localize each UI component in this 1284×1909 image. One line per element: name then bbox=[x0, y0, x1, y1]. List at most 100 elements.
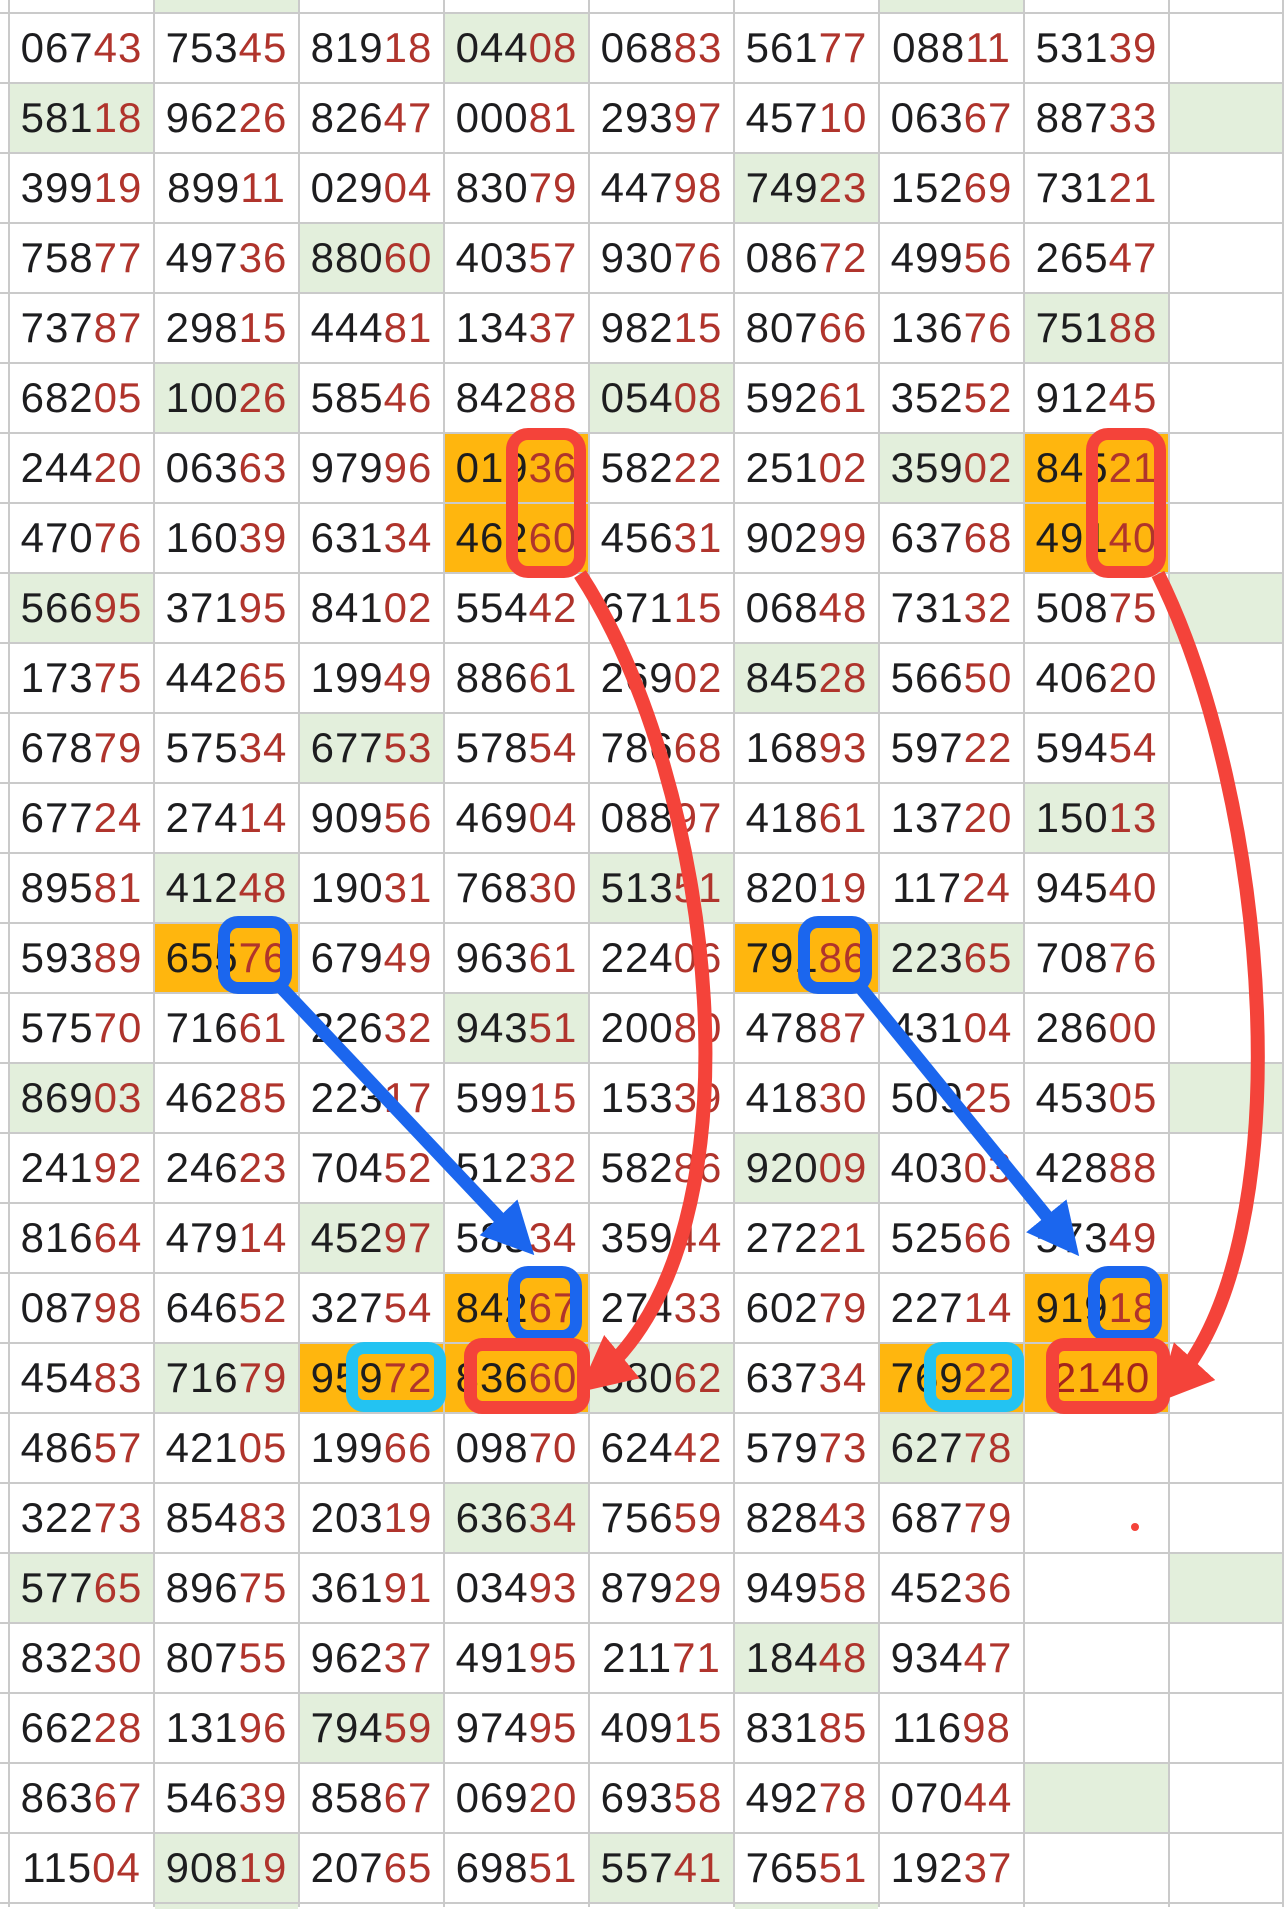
grid-cell-r8-c7: 637 68 bbox=[880, 504, 1023, 572]
grid-cell-r25-c6: 831 85 bbox=[735, 1694, 878, 1762]
grid-cell-r19-c1: 087 98 bbox=[10, 1274, 153, 1342]
grid-cell-r6-c7: 352 52 bbox=[880, 364, 1023, 432]
clipped-left-cell bbox=[0, 854, 8, 922]
clipped-top-cell bbox=[880, 0, 1023, 12]
grid-cell-r18-c8: 573 49 bbox=[1025, 1204, 1168, 1272]
grid-cell-r17-c1: 241 92 bbox=[10, 1134, 153, 1202]
grid-cell-r22-c1: 322 73 bbox=[10, 1484, 153, 1552]
red-highlight-box bbox=[1086, 428, 1166, 578]
side-column-cell bbox=[1170, 924, 1282, 992]
grid-cell-r6-c3: 585 46 bbox=[300, 364, 443, 432]
clipped-top-cell bbox=[590, 0, 733, 12]
side-column-cell bbox=[1170, 574, 1282, 642]
clipped-left-cell bbox=[0, 1554, 8, 1622]
grid-cell-r24-c2: 807 55 bbox=[155, 1624, 298, 1692]
grid-cell-r6-c4: 842 88 bbox=[445, 364, 588, 432]
clipped-left-cell bbox=[0, 364, 8, 432]
grid-cell-r6-c2: 100 26 bbox=[155, 364, 298, 432]
grid-cell-r4-c4: 403 57 bbox=[445, 224, 588, 292]
grid-cell-r1-c5: 068 83 bbox=[590, 14, 733, 82]
grid-cell-r21-c3: 199 66 bbox=[300, 1414, 443, 1482]
grid-cell-r23-c5: 879 29 bbox=[590, 1554, 733, 1622]
grid-cell-r3-c3: 029 04 bbox=[300, 154, 443, 222]
grid-cell-r23-c4: 034 93 bbox=[445, 1554, 588, 1622]
grid-cell-r18-c5: 359 44 bbox=[590, 1204, 733, 1272]
grid-cell-r10-c1: 173 75 bbox=[10, 644, 153, 712]
cyan-highlight-box bbox=[924, 1342, 1024, 1412]
grid-cell-r15-c4: 943 51 bbox=[445, 994, 588, 1062]
grid-cell-r13-c4: 768 30 bbox=[445, 854, 588, 922]
grid-cell-r13-c3: 190 31 bbox=[300, 854, 443, 922]
grid-cell-r13-c2: 412 48 bbox=[155, 854, 298, 922]
clipped-left-cell bbox=[0, 1204, 8, 1272]
grid-cell-r7-c3: 979 96 bbox=[300, 434, 443, 502]
grid-cell-r6-c5: 054 08 bbox=[590, 364, 733, 432]
clipped-top-cell bbox=[155, 0, 298, 12]
blue-highlight-box bbox=[798, 916, 872, 994]
side-column-cell bbox=[1170, 644, 1282, 712]
grid-cell-r5-c5: 982 15 bbox=[590, 294, 733, 362]
side-column-cell bbox=[1170, 294, 1282, 362]
grid-cell-r11-c7: 597 22 bbox=[880, 714, 1023, 782]
grid-cell-r14-c1: 593 89 bbox=[10, 924, 153, 992]
grid-cell-r24-c1: 832 30 bbox=[10, 1624, 153, 1692]
side-column-cell bbox=[1170, 1624, 1282, 1692]
grid-cell-r8-c2: 160 39 bbox=[155, 504, 298, 572]
cyan-highlight-box bbox=[346, 1342, 446, 1412]
grid-cell-r4-c6: 086 72 bbox=[735, 224, 878, 292]
grid-cell-r27-c3: 207 65 bbox=[300, 1834, 443, 1902]
grid-cell-r23-c8 bbox=[1025, 1554, 1168, 1622]
grid-cell-r17-c7: 403 03 bbox=[880, 1134, 1023, 1202]
side-column-cell bbox=[1170, 154, 1282, 222]
grid-cell-r2-c3: 826 47 bbox=[300, 84, 443, 152]
grid-cell-r14-c4: 963 61 bbox=[445, 924, 588, 992]
grid-cell-r5-c7: 136 76 bbox=[880, 294, 1023, 362]
grid-cell-r6-c6: 592 61 bbox=[735, 364, 878, 432]
grid-cell-r16-c5: 153 39 bbox=[590, 1064, 733, 1132]
grid-cell-r1-c3: 819 18 bbox=[300, 14, 443, 82]
grid-cell-r9-c1: 566 95 bbox=[10, 574, 153, 642]
grid-cell-r9-c4: 554 42 bbox=[445, 574, 588, 642]
grid-cell-r10-c3: 199 49 bbox=[300, 644, 443, 712]
clipped-top-cell bbox=[1170, 0, 1282, 12]
grid-cell-r16-c8: 453 05 bbox=[1025, 1064, 1168, 1132]
clipped-left-cell bbox=[0, 924, 8, 992]
clipped-left-cell bbox=[0, 994, 8, 1062]
grid-cell-r24-c8 bbox=[1025, 1624, 1168, 1692]
side-column-cell bbox=[1170, 714, 1282, 782]
clipped-top-cell bbox=[1025, 0, 1168, 12]
grid-cell-r9-c8: 508 75 bbox=[1025, 574, 1168, 642]
grid-cell-r2-c4: 000 81 bbox=[445, 84, 588, 152]
clipped-left-cell bbox=[0, 1414, 8, 1482]
grid-cell-r15-c1: 575 70 bbox=[10, 994, 153, 1062]
grid-cell-r16-c4: 599 15 bbox=[445, 1064, 588, 1132]
clipped-left-cell bbox=[0, 714, 8, 782]
grid-cell-r13-c7: 117 24 bbox=[880, 854, 1023, 922]
clipped-top-cell bbox=[300, 0, 443, 12]
side-column-cell bbox=[1170, 1274, 1282, 1342]
grid-cell-r19-c2: 646 52 bbox=[155, 1274, 298, 1342]
clipped-left-cell bbox=[0, 1624, 8, 1692]
side-column-cell bbox=[1170, 1064, 1282, 1132]
grid-cell-r4-c1: 758 77 bbox=[10, 224, 153, 292]
clipped-left-cell bbox=[0, 784, 8, 852]
grid-cell-r13-c8: 945 40 bbox=[1025, 854, 1168, 922]
grid-cell-r12-c7: 137 20 bbox=[880, 784, 1023, 852]
grid-cell-r18-c1: 816 64 bbox=[10, 1204, 153, 1272]
grid-cell-r11-c5: 786 68 bbox=[590, 714, 733, 782]
clipped-left-cell bbox=[0, 574, 8, 642]
grid-cell-r3-c8: 731 21 bbox=[1025, 154, 1168, 222]
grid-cell-r22-c5: 756 59 bbox=[590, 1484, 733, 1552]
grid-cell-r1-c6: 561 77 bbox=[735, 14, 878, 82]
grid-cell-r5-c3: 444 81 bbox=[300, 294, 443, 362]
grid-cell-r2-c7: 063 67 bbox=[880, 84, 1023, 152]
clipped-left-cell bbox=[0, 294, 8, 362]
grid-cell-r24-c4: 491 95 bbox=[445, 1624, 588, 1692]
grid-cell-r7-c5: 582 22 bbox=[590, 434, 733, 502]
side-column-cell bbox=[1170, 784, 1282, 852]
grid-cell-r23-c3: 361 91 bbox=[300, 1554, 443, 1622]
clipped-top-cell bbox=[735, 0, 878, 12]
grid-cell-r27-c5: 557 41 bbox=[590, 1834, 733, 1902]
